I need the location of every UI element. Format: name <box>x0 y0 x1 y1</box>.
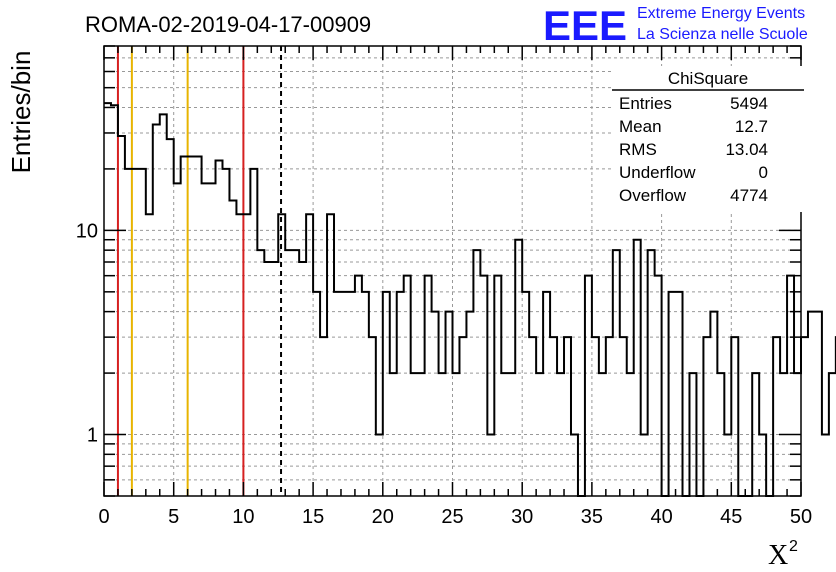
y-tick-label: 10 <box>76 220 98 242</box>
x-axis-ticks: 0 5 10 15 20 25 30 35 40 45 50 <box>98 46 812 528</box>
histogram-line <box>104 102 836 497</box>
y-tick-label: 1 <box>87 425 98 447</box>
x-tick-label: 40 <box>650 506 672 528</box>
reference-lines <box>116 46 283 496</box>
stats-row-value: 5494 <box>730 94 768 113</box>
chart-title: ROMA-02-2019-04-17-00909 <box>85 12 371 37</box>
x-axis-label-superscript: 2 <box>789 538 798 555</box>
stats-row-value: 13.04 <box>725 140 768 159</box>
stats-box-title: ChiSquare <box>668 69 748 88</box>
x-tick-label: 5 <box>168 506 179 528</box>
x-axis-label-main: X <box>768 540 788 571</box>
x-tick-label: 30 <box>511 506 533 528</box>
logo-line1: Extreme Energy Events <box>637 5 805 22</box>
stats-row-value: 12.7 <box>735 117 768 136</box>
stats-row-label: Mean <box>619 117 662 136</box>
stats-row-value: 0 <box>759 163 768 182</box>
x-tick-label: 25 <box>441 506 463 528</box>
x-tick-label: 0 <box>98 506 109 528</box>
eee-logo: EEE Extreme Energy Events La Scienza nel… <box>543 2 808 49</box>
x-tick-label: 10 <box>232 506 254 528</box>
x-tick-label: 15 <box>302 506 324 528</box>
x-axis-label: X 2 <box>768 538 798 571</box>
logo-line2: La Scienza nelle Scuole <box>637 26 808 43</box>
x-tick-label: 50 <box>790 506 812 528</box>
x-tick-label: 20 <box>372 506 394 528</box>
stats-row-label: Underflow <box>619 163 696 182</box>
y-axis-ticks: 1 10 <box>76 45 801 497</box>
stats-row-label: Entries <box>619 94 672 113</box>
stats-row-label: Overflow <box>619 186 687 205</box>
x-tick-label: 45 <box>720 506 742 528</box>
stats-box: ChiSquare Entries 5494 Mean 12.7 RMS 13.04 Und… <box>612 66 804 212</box>
y-axis-label: Entries/bin <box>6 51 36 174</box>
logo-mark: EEE <box>543 2 627 49</box>
stats-row-value: 4774 <box>730 186 768 205</box>
x-tick-label: 35 <box>581 506 603 528</box>
stats-row-label: RMS <box>619 140 657 159</box>
histogram-series <box>104 102 836 497</box>
